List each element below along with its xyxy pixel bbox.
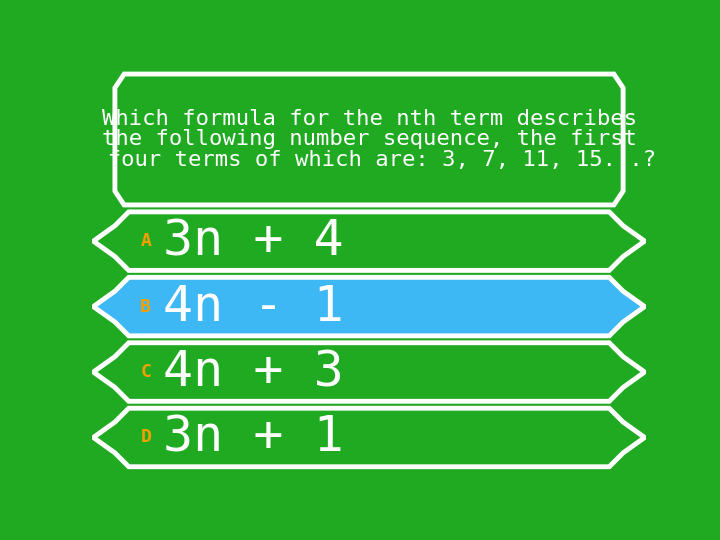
Text: 4n - 1: 4n - 1 (163, 282, 343, 330)
Text: four terms of which are: 3, 7, 11, 15...?: four terms of which are: 3, 7, 11, 15...… (81, 150, 657, 170)
Polygon shape (115, 74, 623, 205)
Text: B: B (140, 298, 151, 315)
Polygon shape (94, 278, 644, 336)
Text: C: C (140, 363, 151, 381)
Text: A: A (140, 232, 151, 250)
Polygon shape (94, 212, 644, 271)
Text: 4n + 3: 4n + 3 (163, 348, 343, 396)
Text: the following number sequence, the first: the following number sequence, the first (102, 130, 636, 150)
Text: D: D (140, 428, 151, 447)
Polygon shape (94, 343, 644, 401)
Text: 3n + 4: 3n + 4 (163, 217, 343, 265)
Polygon shape (94, 408, 644, 467)
Text: 3n + 1: 3n + 1 (163, 414, 343, 462)
Text: Which formula for the nth term describes: Which formula for the nth term describes (102, 110, 636, 130)
